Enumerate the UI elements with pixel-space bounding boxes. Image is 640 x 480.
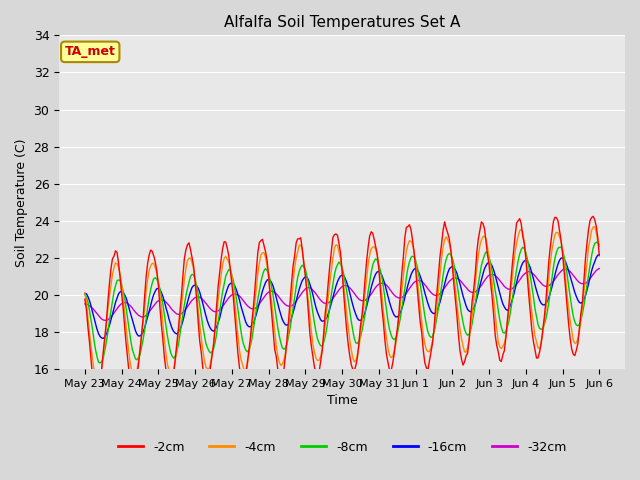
Y-axis label: Soil Temperature (C): Soil Temperature (C) bbox=[15, 138, 28, 266]
X-axis label: Time: Time bbox=[326, 395, 358, 408]
Text: TA_met: TA_met bbox=[65, 45, 116, 59]
Title: Alfalfa Soil Temperatures Set A: Alfalfa Soil Temperatures Set A bbox=[224, 15, 460, 30]
Legend: -2cm, -4cm, -8cm, -16cm, -32cm: -2cm, -4cm, -8cm, -16cm, -32cm bbox=[113, 435, 572, 458]
